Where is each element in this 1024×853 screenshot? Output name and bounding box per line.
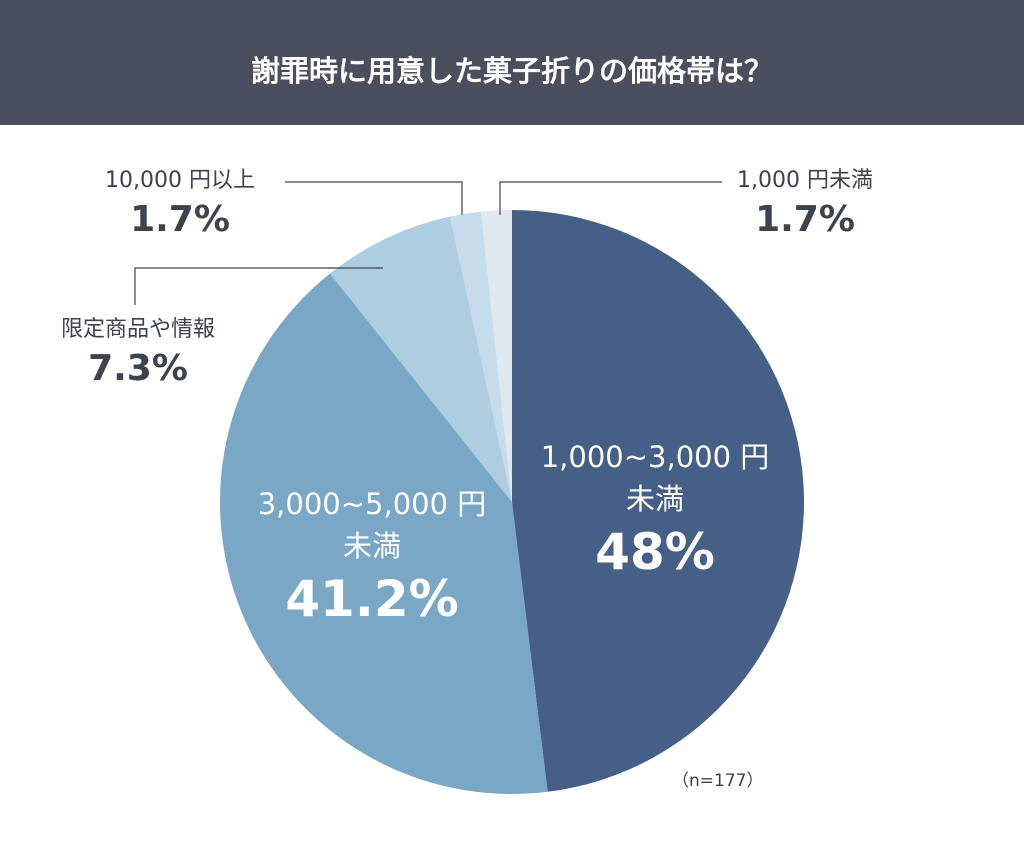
chart-title: 謝罪時に用意した菓子折りの価格帯は？ bbox=[250, 54, 773, 88]
slice-label: 1,000~3,000 円 未満 48% bbox=[541, 436, 770, 585]
value-label: 41.2% bbox=[285, 570, 459, 629]
leader-line bbox=[499, 181, 722, 215]
category-label: 限定商品や情報 bbox=[60, 317, 216, 342]
value-label: 7.3% bbox=[88, 347, 188, 389]
category-label: 1,000~3,000 円 未満 bbox=[540, 440, 770, 517]
leader-line bbox=[285, 181, 463, 215]
slice-label: 3,000~5,000 円 未満 41.2% bbox=[258, 483, 487, 632]
value-label: 1.7% bbox=[755, 198, 855, 240]
category-label: 10,000 円以上 bbox=[105, 168, 255, 193]
pie-slice bbox=[450, 211, 512, 503]
leader-line bbox=[134, 267, 383, 305]
pie-slice bbox=[512, 210, 804, 792]
value-label: 48% bbox=[595, 523, 715, 582]
pie-slice bbox=[219, 273, 548, 794]
slice-label: 1,000 円未満 1.7% bbox=[737, 165, 873, 244]
category-label: 1,000 円未満 bbox=[737, 168, 873, 193]
slice-label: 限定商品や情報 7.3% bbox=[61, 314, 215, 393]
value-label: 1.7% bbox=[130, 198, 230, 240]
category-label: 3,000~5,000 円 未満 bbox=[257, 487, 487, 564]
title-bar bbox=[0, 0, 1024, 125]
sample-note: （n=177） bbox=[672, 771, 764, 791]
slice-label: 10,000 円以上 1.7% bbox=[105, 165, 255, 244]
pie-slice bbox=[480, 210, 512, 502]
pie-slice bbox=[329, 216, 512, 503]
